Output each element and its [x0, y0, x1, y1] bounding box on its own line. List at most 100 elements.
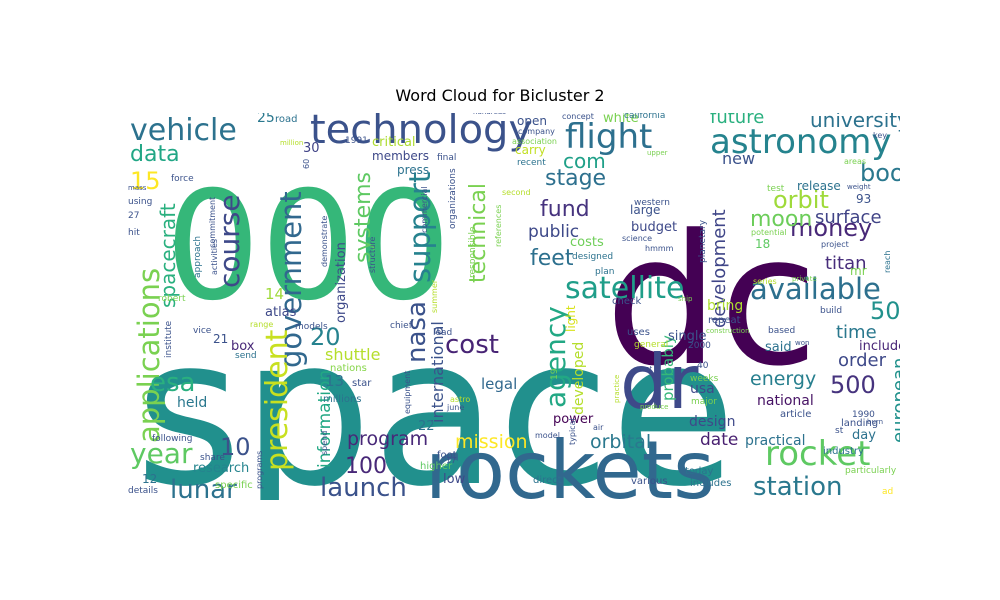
word-practical: practical [745, 433, 805, 449]
word-13: 13 [325, 372, 344, 390]
word-40: 40 [697, 361, 709, 371]
word-available: available [750, 272, 881, 306]
word-support: support [403, 172, 437, 283]
word-large: large [630, 203, 660, 217]
word-international: international [428, 321, 447, 423]
word-areas: areas [844, 157, 866, 166]
word-costs: costs [570, 235, 604, 250]
word-check: check [612, 296, 641, 307]
word-landing: landing [841, 418, 878, 429]
word-agency: agency [539, 306, 572, 408]
word-company: company [518, 127, 555, 136]
word-information: information [315, 370, 335, 468]
word-general: general [634, 340, 668, 350]
word-station: station [753, 472, 842, 500]
word-17: 17 [446, 456, 456, 465]
word-programs: programs [255, 451, 264, 489]
word-organizations: organizations [448, 168, 458, 229]
word-design: design [689, 414, 735, 430]
word-won: won [795, 339, 809, 347]
word-technology: technology [310, 113, 532, 153]
word-dr: dr [620, 338, 699, 426]
word-planetary: planetary [698, 219, 708, 263]
word-robert: robert [158, 294, 186, 304]
word-president: president [260, 329, 295, 471]
word-june: june [446, 403, 464, 412]
word-space: space [135, 294, 736, 500]
word-approach: approach [193, 236, 203, 278]
word-models: models [295, 322, 328, 332]
word-dc: dc [605, 197, 818, 406]
word-spend: spend [320, 431, 329, 455]
word-test: test [767, 184, 785, 194]
word-20: 20 [310, 323, 341, 351]
word-single: single [668, 329, 707, 344]
word-concept: concept [562, 113, 594, 121]
word-vice: vice [193, 326, 212, 336]
word-references: references [494, 205, 503, 247]
word-000: 000 [165, 160, 451, 334]
word-potential: potential [751, 228, 787, 237]
word-nations: nations [330, 363, 367, 374]
word-chief: chief [390, 321, 413, 331]
word-astronomy: astronomy [710, 122, 892, 162]
word-stage: stage [545, 166, 606, 191]
word-european: european [889, 358, 900, 443]
word-upper: upper [647, 149, 668, 157]
word-higher: higher [420, 461, 453, 472]
word-key: key [873, 131, 887, 140]
word-mr: mr [850, 264, 867, 278]
word-model: model [535, 431, 560, 440]
word-money: money [790, 214, 872, 242]
chart-title: Word Cloud for Bicluster 2 [395, 86, 605, 105]
word-legal: legal [481, 375, 517, 393]
word-future: future [710, 113, 764, 128]
word-budget: budget [631, 220, 677, 235]
word-15: 15 [130, 167, 161, 195]
word-developed: developed [571, 342, 587, 415]
word-major: major [691, 397, 717, 407]
word-rockets: rockets [425, 424, 715, 500]
word-surface: surface [815, 207, 882, 228]
word-based: based [768, 326, 795, 336]
word-million: million [280, 139, 303, 147]
word-following: following [152, 434, 192, 444]
word-data: data [130, 142, 180, 167]
word-air: air [593, 423, 604, 432]
word-fund: fund [540, 197, 590, 222]
word-organization: organization [334, 242, 349, 323]
word-25: 25 [257, 113, 275, 126]
word-research: research [193, 461, 249, 476]
word-cost: cost [445, 330, 499, 360]
word-day: day [852, 428, 876, 443]
word-satellite: satellite [565, 271, 684, 306]
word-st: st [835, 426, 844, 436]
word-ad: ad [882, 487, 893, 497]
word-reach: reach [883, 251, 892, 273]
word-science: science [622, 234, 652, 243]
word-10: 10 [220, 433, 251, 461]
word-esa: esa [150, 368, 195, 398]
word-using: using [128, 197, 152, 207]
word-equipment: equipment [403, 371, 412, 414]
word-white: white [603, 113, 639, 126]
word-open: open [517, 114, 547, 128]
word-1991: 1991 [345, 136, 368, 146]
word-development: development [709, 209, 730, 328]
word-19: 19 [550, 368, 560, 380]
word-includes: includes [690, 478, 731, 489]
word-final: final [437, 153, 456, 163]
word-1990: 1990 [852, 410, 875, 420]
word-recent: recent [517, 158, 546, 168]
word-commitment: commitment [208, 197, 217, 248]
word-rocket: rocket [765, 434, 870, 474]
word-specific: specific [215, 480, 253, 491]
word-bring: bring [707, 298, 743, 314]
word-western: western [634, 198, 670, 208]
word-summer: summer [430, 279, 439, 313]
word-burn: burn [867, 418, 883, 426]
word-time: time [836, 322, 877, 343]
word-practice: practice [613, 375, 621, 403]
word-produce: produce [640, 403, 669, 411]
